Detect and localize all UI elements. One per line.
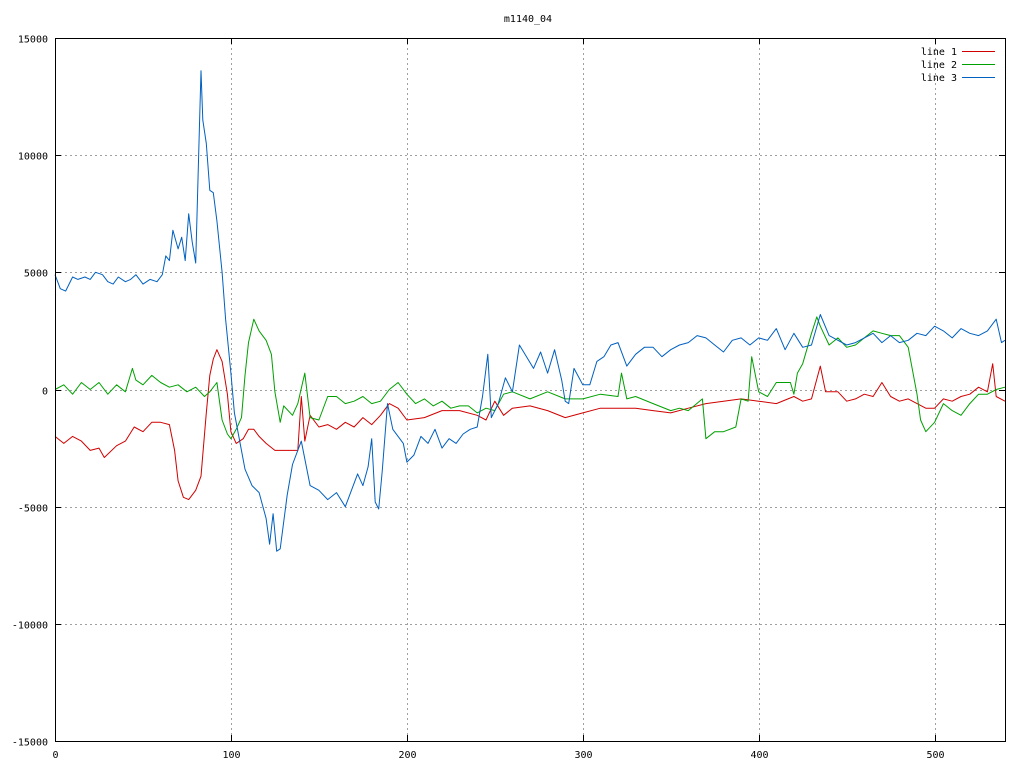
legend-label-3: line 3 (921, 73, 957, 84)
axis-ticks: 0 100 200 300 400 500 -15000 -10000 -5000 0 5000 10… (12, 35, 1005, 761)
x-tick-label: 400 (750, 750, 768, 761)
y-tick-label: -5000 (18, 504, 48, 515)
x-tick-label: 500 (926, 750, 944, 761)
grid (55, 38, 1005, 741)
legend: line 1 line 2 line 3 (921, 47, 995, 84)
x-tick-label: 0 (52, 750, 58, 761)
y-tick-label: 0 (42, 387, 48, 398)
chart-title: m1140_04 (504, 14, 552, 25)
series-lines (54, 70, 1006, 552)
y-tick-label: -10000 (12, 621, 48, 632)
series-line-2 (54, 316, 1006, 440)
series-line-3 (54, 70, 1006, 552)
y-tick-label: 5000 (24, 269, 48, 280)
y-tick-label: 10000 (18, 152, 48, 163)
y-tick-label: 15000 (18, 35, 48, 46)
x-tick-label: 300 (574, 750, 592, 761)
x-tick-label: 200 (398, 750, 416, 761)
legend-label-1: line 1 (921, 47, 957, 58)
series-line-1 (54, 349, 1006, 501)
x-tick-label: 100 (222, 750, 240, 761)
legend-label-2: line 2 (921, 60, 957, 71)
y-tick-label: -15000 (12, 738, 48, 749)
